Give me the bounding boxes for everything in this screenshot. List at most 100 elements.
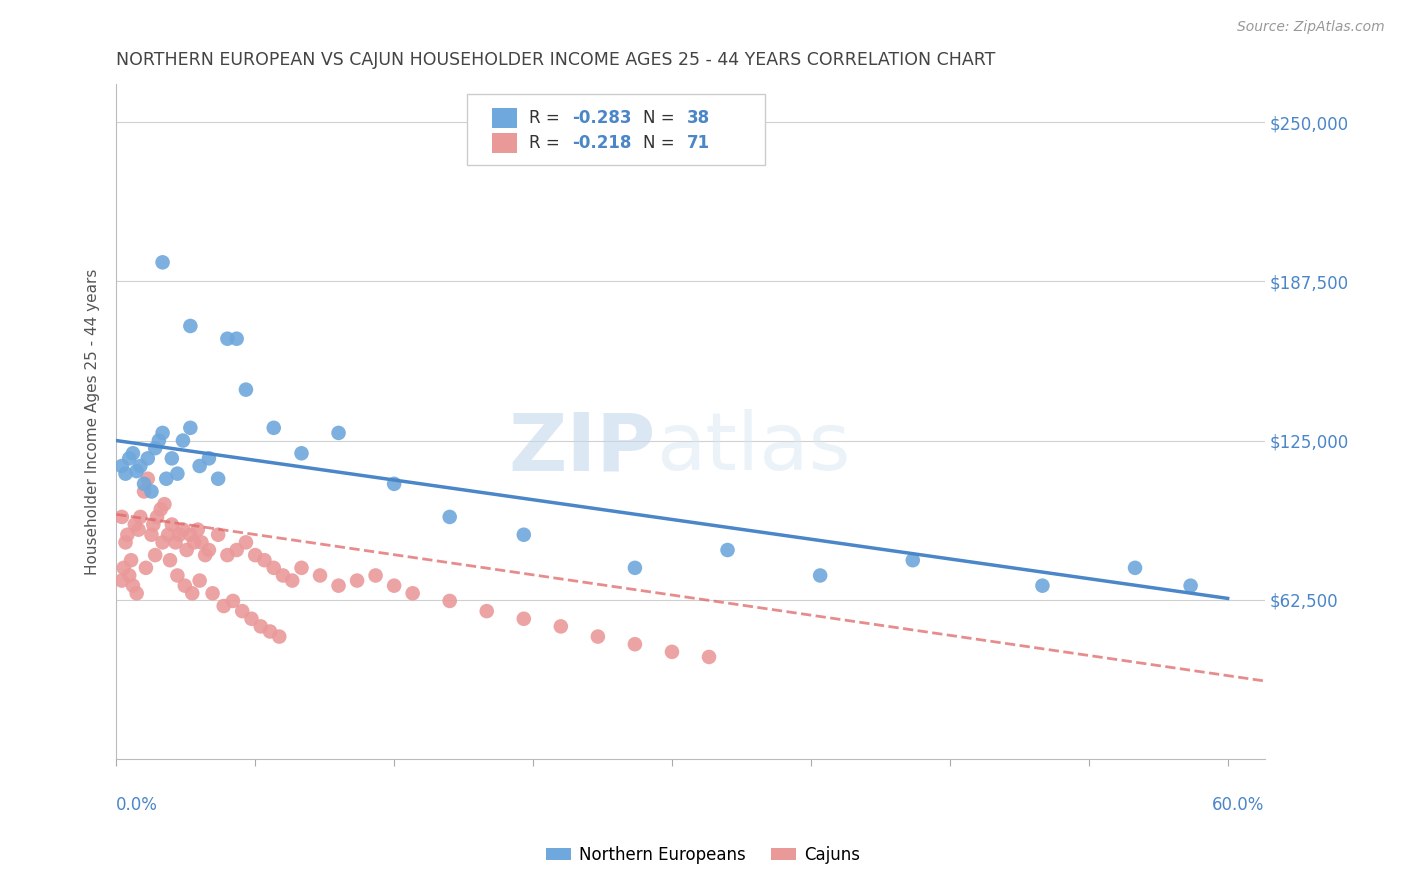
Point — [382, 579, 405, 593]
Point — [149, 502, 172, 516]
Point — [271, 568, 294, 582]
Text: R =: R = — [529, 134, 565, 152]
Text: Source: ZipAtlas.com: Source: ZipAtlas.com — [1237, 20, 1385, 34]
Point — [111, 574, 134, 588]
Point — [125, 464, 148, 478]
Point — [382, 476, 405, 491]
Point — [439, 510, 461, 524]
Text: N =: N = — [644, 134, 681, 152]
Text: -0.283: -0.283 — [572, 109, 631, 127]
Point — [141, 527, 163, 541]
Point — [439, 594, 461, 608]
Point — [112, 561, 135, 575]
Point — [159, 553, 181, 567]
Point — [808, 568, 831, 582]
Point — [124, 517, 146, 532]
Point — [290, 561, 312, 575]
Point — [152, 535, 174, 549]
Point — [111, 510, 134, 524]
Point — [111, 458, 134, 473]
Point — [155, 472, 177, 486]
Point — [136, 472, 159, 486]
Point — [513, 527, 536, 541]
Point — [281, 574, 304, 588]
Point — [217, 332, 239, 346]
Text: 38: 38 — [688, 109, 710, 127]
Point — [217, 548, 239, 562]
Point — [198, 543, 221, 558]
Point — [235, 383, 257, 397]
Point — [143, 548, 166, 562]
Point — [661, 645, 683, 659]
Point — [129, 458, 152, 473]
Point — [135, 561, 157, 575]
Point — [513, 612, 536, 626]
Point — [188, 574, 211, 588]
Point — [716, 543, 738, 558]
Point — [172, 523, 194, 537]
Point — [1031, 579, 1053, 593]
Point — [118, 568, 141, 582]
Point — [173, 579, 195, 593]
Text: 60.0%: 60.0% — [1212, 796, 1265, 814]
Point — [122, 446, 145, 460]
Point — [148, 434, 170, 448]
Point — [624, 637, 647, 651]
Point — [166, 467, 188, 481]
Point — [212, 599, 235, 613]
Point — [328, 425, 350, 440]
Point — [136, 451, 159, 466]
Point — [132, 484, 155, 499]
Point — [253, 553, 276, 567]
Point — [129, 510, 152, 524]
Point — [179, 527, 201, 541]
Point — [328, 579, 350, 593]
Point — [309, 568, 332, 582]
Point — [263, 561, 285, 575]
Text: atlas: atlas — [657, 409, 851, 487]
Y-axis label: Householder Income Ages 25 - 44 years: Householder Income Ages 25 - 44 years — [86, 268, 100, 574]
Point — [118, 451, 141, 466]
Point — [146, 510, 169, 524]
Point — [290, 446, 312, 460]
Point — [142, 517, 165, 532]
Text: 0.0%: 0.0% — [117, 796, 157, 814]
Point — [263, 421, 285, 435]
Point — [901, 553, 924, 567]
Point — [132, 476, 155, 491]
Text: -0.218: -0.218 — [572, 134, 631, 152]
Point — [364, 568, 387, 582]
Point — [188, 458, 211, 473]
Point — [187, 523, 209, 537]
Text: 71: 71 — [688, 134, 710, 152]
Point — [166, 568, 188, 582]
Text: R =: R = — [529, 109, 565, 127]
Text: N =: N = — [644, 109, 681, 127]
Point — [401, 586, 423, 600]
Point — [181, 586, 204, 600]
Point — [225, 543, 247, 558]
FancyBboxPatch shape — [492, 133, 517, 153]
Point — [157, 527, 180, 541]
Point — [207, 527, 229, 541]
Point — [179, 421, 201, 435]
Point — [141, 484, 163, 499]
Point — [225, 332, 247, 346]
Point — [125, 586, 148, 600]
Point — [152, 425, 174, 440]
Point — [143, 441, 166, 455]
Point — [117, 527, 139, 541]
Point — [128, 523, 150, 537]
Point — [249, 619, 271, 633]
Point — [122, 579, 145, 593]
Point — [624, 561, 647, 575]
Point — [198, 451, 221, 466]
Point — [245, 548, 267, 562]
Point — [475, 604, 498, 618]
Legend: Northern Europeans, Cajuns: Northern Europeans, Cajuns — [538, 839, 868, 871]
Point — [114, 467, 136, 481]
Point — [183, 535, 205, 549]
Point — [152, 255, 174, 269]
Point — [160, 451, 183, 466]
Text: ZIP: ZIP — [509, 409, 657, 487]
